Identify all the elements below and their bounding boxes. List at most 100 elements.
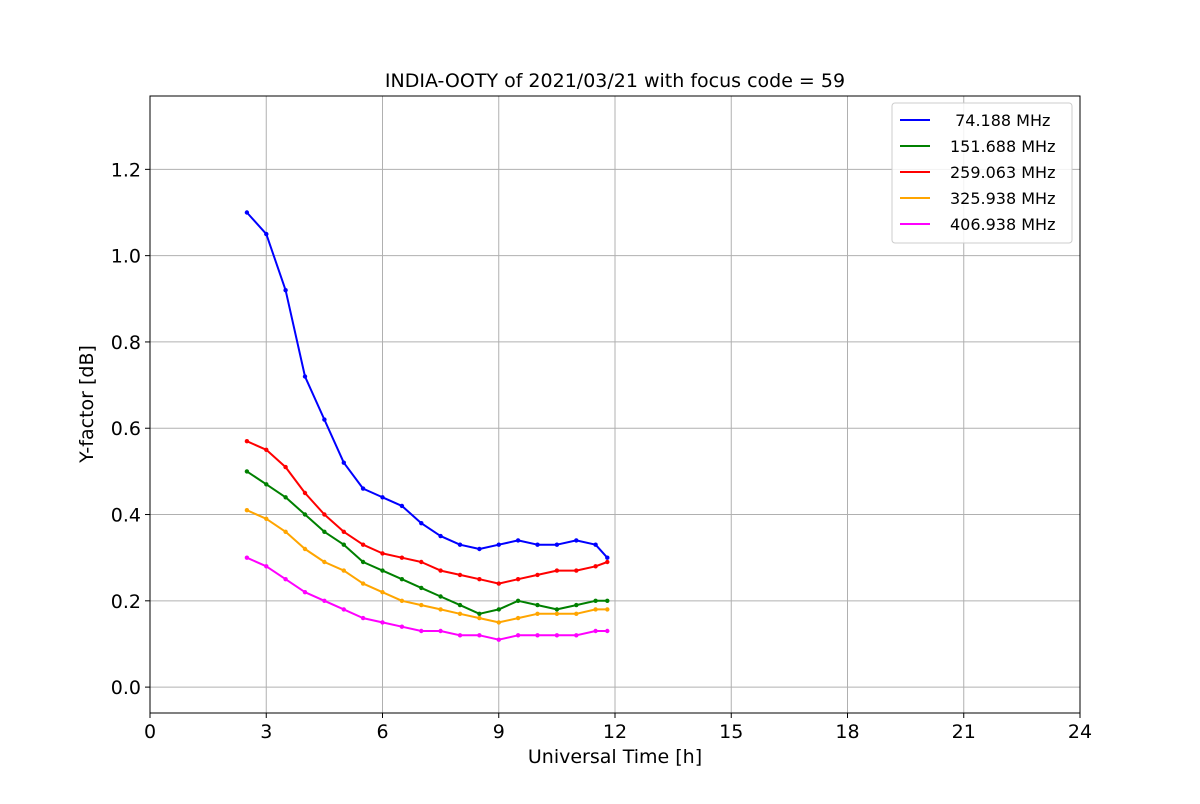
series-point-0	[457, 542, 463, 547]
series-point-3	[593, 607, 598, 612]
x-tick-label: 3	[260, 721, 272, 743]
series-point-2	[399, 555, 405, 560]
series-point-2	[535, 572, 540, 578]
series-point-4	[341, 607, 346, 612]
series-point-1	[515, 598, 521, 603]
series-point-4	[477, 633, 482, 638]
series-point-4	[283, 577, 288, 582]
series-point-3	[380, 590, 385, 595]
series-point-0	[496, 542, 501, 547]
series-point-3	[496, 620, 501, 625]
series-point-1	[399, 577, 405, 582]
y-tick-label: 0.6	[111, 418, 141, 440]
series-point-2	[360, 542, 366, 547]
series-point-0	[341, 460, 346, 465]
series-point-3	[574, 611, 579, 616]
series-point-2	[605, 559, 610, 565]
series-point-1	[244, 469, 250, 474]
series-point-3	[283, 529, 288, 534]
chart-title: INDIA-OOTY of 2021/03/21 with focus code…	[385, 70, 845, 92]
series-point-4	[419, 628, 424, 634]
series-point-0	[360, 486, 366, 491]
series-point-3	[554, 611, 560, 616]
series-point-1	[457, 602, 463, 608]
y-axis-label: Y-factor [dB]	[76, 345, 98, 464]
series-point-4	[535, 633, 540, 638]
series-point-4	[360, 615, 366, 621]
series-point-3	[322, 559, 327, 565]
series-point-0	[419, 521, 424, 526]
series-point-3	[399, 598, 405, 603]
series-point-1	[322, 529, 327, 534]
series-point-2	[438, 568, 443, 573]
x-tick-label: 24	[1068, 721, 1092, 743]
series-point-3	[302, 546, 308, 552]
series-point-3	[438, 607, 443, 612]
series-point-2	[322, 512, 327, 517]
x-tick-label: 6	[376, 721, 388, 743]
series-point-2	[593, 564, 598, 569]
series-point-0	[515, 538, 521, 543]
legend-label: 151.688 MHz	[950, 137, 1055, 156]
series-point-4	[399, 624, 405, 629]
series-point-3	[515, 615, 521, 621]
series-point-2	[380, 551, 385, 556]
series-point-1	[341, 542, 346, 547]
series-point-0	[535, 542, 540, 547]
series-point-0	[438, 533, 443, 539]
series-point-4	[457, 633, 463, 638]
legend-box	[891, 102, 1073, 244]
series-point-0	[605, 555, 610, 560]
series-point-4	[302, 590, 308, 595]
series-point-0	[244, 210, 250, 215]
y-tick-label: 1.0	[111, 246, 141, 268]
series-point-0	[574, 538, 579, 543]
series-point-0	[302, 374, 308, 379]
legend: 74.188 MHz 151.688 MHz 259.063 MHz 325.938 …	[891, 102, 1073, 244]
series-line-3	[246, 509, 608, 624]
series-point-4	[322, 598, 327, 603]
series-point-2	[341, 529, 346, 534]
series-point-4	[380, 620, 385, 625]
series-point-1	[477, 611, 482, 616]
series-point-1	[360, 559, 366, 565]
series-point-3	[457, 611, 463, 616]
series-point-1	[302, 512, 308, 517]
series-point-1	[554, 607, 560, 612]
series-point-4	[244, 555, 250, 560]
series-point-2	[457, 572, 463, 578]
y-tick-label: 1.2	[111, 159, 141, 181]
series-point-2	[574, 568, 579, 573]
series-point-4	[574, 633, 579, 638]
x-tick-label: 18	[835, 721, 859, 743]
series-point-3	[477, 615, 482, 621]
series-point-4	[593, 628, 598, 634]
series-point-1	[593, 598, 598, 603]
series-point-3	[419, 602, 424, 608]
series-point-0	[283, 288, 288, 293]
series-point-3	[605, 607, 610, 612]
series-point-1	[438, 594, 443, 599]
series-point-1	[605, 598, 610, 603]
series-line-2	[246, 440, 608, 585]
series-point-2	[244, 439, 250, 444]
series-point-2	[283, 464, 288, 470]
series-point-1	[574, 602, 579, 608]
x-tick-label: 12	[603, 721, 627, 743]
y-tick-label: 0.8	[111, 332, 141, 354]
series-point-4	[605, 628, 610, 634]
series-point-0	[477, 546, 482, 552]
x-axis-label: Universal Time [h]	[528, 746, 702, 768]
series-point-3	[535, 611, 540, 616]
series-layer	[244, 210, 610, 642]
series-point-3	[360, 581, 366, 586]
series-point-3	[264, 516, 269, 521]
series-point-1	[283, 495, 288, 500]
x-tick-label: 15	[719, 721, 743, 743]
axis-ticks: 0 3 6 9 12 15 18 21 24 0.0 0.2 0.4 0.6 0.8 1.0 1.2	[111, 159, 1092, 743]
legend-label: 325.938 MHz	[950, 189, 1055, 208]
series-point-0	[264, 231, 269, 237]
series-point-1	[380, 568, 385, 573]
